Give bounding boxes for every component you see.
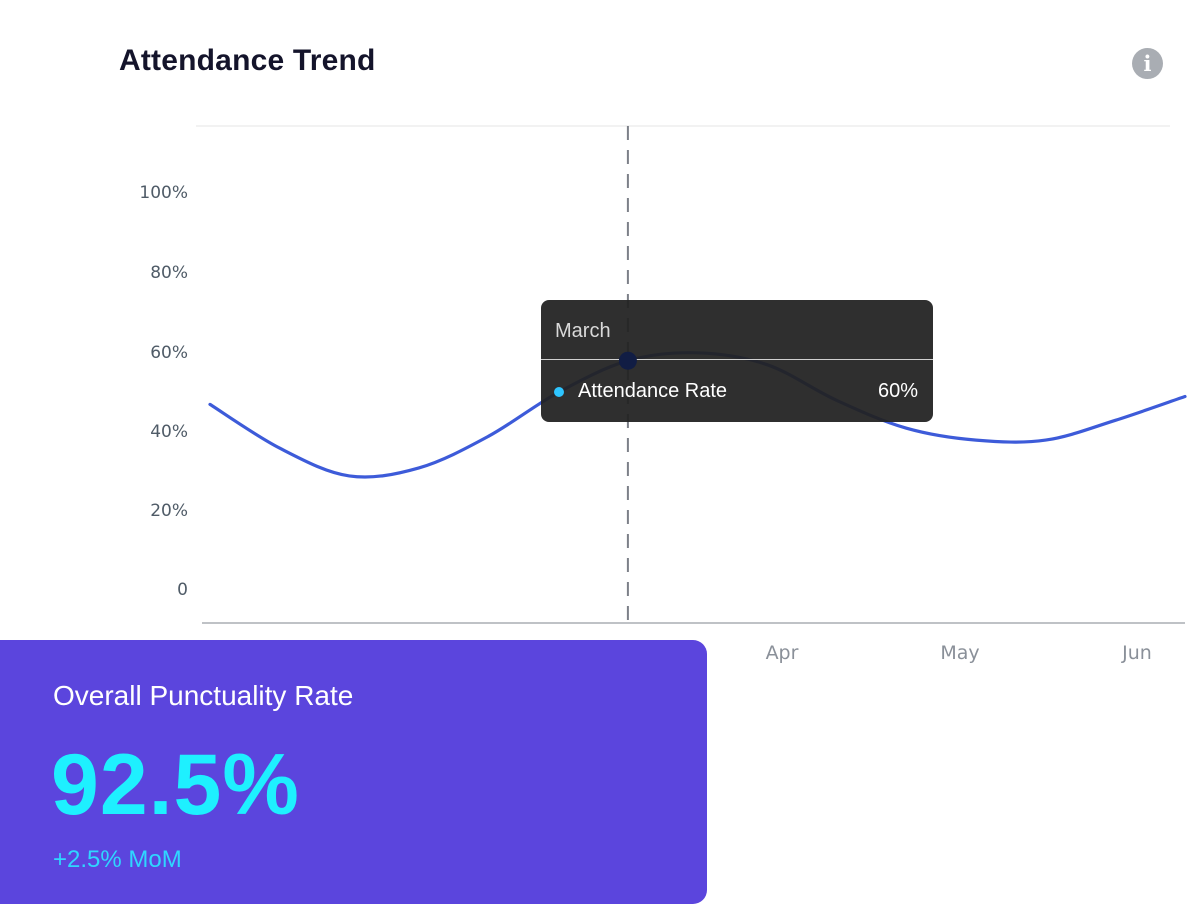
- info-icon[interactable]: i: [1132, 48, 1163, 79]
- tooltip-value: 60%: [877, 380, 918, 402]
- kpi-change: +2.5% MoM: [53, 846, 182, 873]
- kpi-value: 92.5%: [51, 737, 300, 833]
- punctuality-card: Overall Punctuality Rate 92.5% +2.5% MoM: [0, 640, 707, 904]
- y-tick-label: 0: [177, 580, 188, 600]
- kpi-label: Overall Punctuality Rate: [53, 680, 354, 711]
- tooltip-month: March: [555, 320, 611, 342]
- series-marker-icon: [554, 387, 564, 397]
- tooltip-divider: [541, 359, 933, 360]
- page-title: Attendance Trend: [119, 44, 376, 77]
- y-tick-label: 60%: [150, 343, 188, 363]
- tooltip-series-name: Attendance Rate: [578, 380, 727, 402]
- y-tick-label: 40%: [150, 422, 188, 442]
- chart-tooltip: March Attendance Rate 60%: [541, 300, 933, 422]
- y-tick-label: 80%: [150, 263, 188, 283]
- x-tick-label: Apr: [765, 642, 799, 664]
- y-tick-label: 20%: [150, 501, 188, 521]
- x-tick-label: May: [940, 642, 980, 664]
- x-tick-label: Jun: [1122, 642, 1152, 664]
- y-tick-label: 100%: [139, 183, 188, 203]
